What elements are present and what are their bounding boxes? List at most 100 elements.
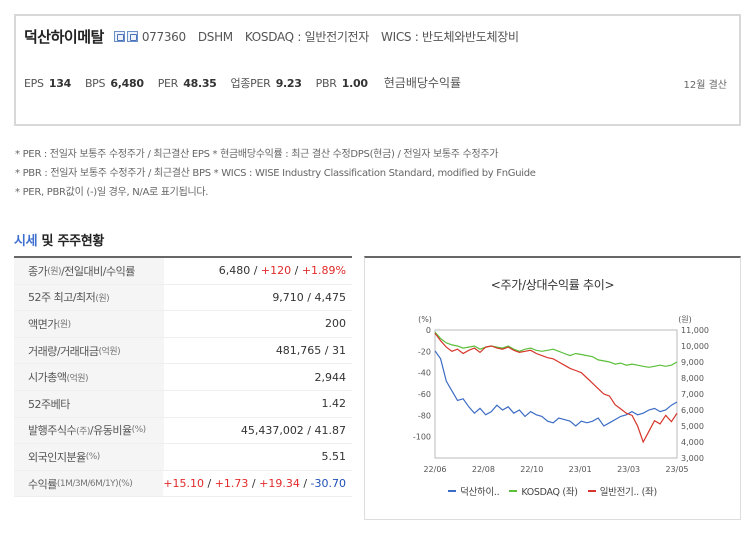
row-label-suffix: /유동비율 [89,424,132,438]
legend-item[interactable]: 덕산하이.. [448,484,500,498]
right-tick-label: 4,000 [681,438,704,447]
stat-eps: EPS 134 [24,77,71,90]
stat-value: 9.23 [275,77,302,90]
return-1y: -30.70 [310,477,346,491]
company-info-icon[interactable] [126,31,138,42]
market-industry: KOSDAQ : 일반전기전자 [244,30,370,44]
legend-item[interactable]: KOSDAQ (좌) [509,484,578,498]
stat-per: PER 48.35 [158,77,217,90]
row-header: 외국인지분율 (%) [14,444,164,470]
left-tick-label: -20 [418,347,431,356]
close-price: 6,480 / [218,264,261,278]
series-line [434,331,678,368]
section-title: 시세 및 주주현황 [14,230,104,249]
price-chart: (%) 0 -20 -40 -60 -80 -100 (원) 11,000 10,000 9,000… [413,315,709,474]
right-tick-label: 10,000 [681,342,709,351]
plot-frame [434,329,678,459]
footnotes: * PER : 전일자 보통주 수정주가 / 최근결산 EPS * 현금배당수익… [15,145,536,202]
row-label-suffix: /전일대비/수익률 [61,264,135,278]
table-row: 발행주식수 (주)/유동비율 (%) 45,437,002 / 41.87 [14,417,352,445]
stat-value: 1.00 [341,77,368,90]
legend-swatch [587,490,596,492]
footnote-line: * PER : 전일자 보통주 수정주가 / 최근결산 EPS * 현금배당수익… [15,149,499,160]
x-tick-label: 23/05 [665,465,688,474]
row-unit: (주) [76,426,90,437]
row-value: 1.42 [321,397,347,411]
separator: / [291,264,302,278]
row-unit: (%) [131,425,147,436]
right-tick-label: 11,000 [681,326,709,335]
stat-pbr: PBR 1.00 [316,77,368,90]
dividend-yield-label: 현금배당수익률 [383,76,462,90]
row-header: 52주 최고/최저 (원) [14,284,164,311]
right-tick-label: 6,000 [681,406,704,415]
table-row: 시가총액 (억원) 2,944 [14,364,352,391]
stock-code: 077360 [141,29,186,44]
footnote-line: * PER, PBR값이 (-)일 경우, N/A로 표기됩니다. [15,187,209,198]
table-row: 종가 (원)/전일대비/수익률 6,480 / +120 / +1.89% [14,258,352,285]
stat-label: BPS [84,77,106,90]
kosdaq-market-icon[interactable] [113,31,125,42]
row-label: 발행주식수 [28,424,77,438]
row-value: 5.51 [321,450,347,464]
x-tick-label: 22/06 [423,465,446,474]
stat-value: 6,480 [110,77,144,90]
series-line [434,332,678,444]
row-value: 2,944 [314,370,347,384]
row-unit: (억원) [98,347,121,358]
valuation-stats: EPS 134 BPS 6,480 PER 48.35 업종PER 9.23 P… [24,74,461,91]
table-row: 52주베타 1.42 [14,390,352,418]
row-value: 481,765 / 31 [275,344,346,358]
return-3m: +1.73 [214,477,249,491]
change-amount: +120 [260,264,292,278]
row-label: 종가 [28,264,48,278]
row-value: 45,437,002 / 41.87 [240,423,346,437]
row-label: 거래량/거래대금 [28,344,99,358]
stat-value: 134 [48,77,71,90]
right-tick-label: 9,000 [681,358,704,367]
row-value: 200 [325,317,346,331]
row-header: 시가총액 (억원) [14,364,164,390]
price-chart-panel: <주가/상대수익률 추이> (%) 0 -20 -40 -60 -80 -100 (원) 11,… [364,256,741,520]
x-tick-label: 23/03 [617,465,640,474]
settlement-month: 12월 결산 [683,80,727,91]
right-tick-label: 8,000 [681,374,704,383]
left-tick-label: 0 [426,326,431,335]
x-tick-label: 22/08 [472,465,495,474]
section-title-accent: 시세 [14,234,38,249]
row-label: 52주 최고/최저 [28,291,96,305]
stat-label: EPS [24,77,44,90]
row-unit: (%) [85,451,101,462]
row-label: 수익률 [28,477,57,491]
legend-label: KOSDAQ (좌) [521,487,578,498]
row-value: 9,710 / 4,475 [272,290,346,304]
chart-legend: 덕산하이.. KOSDAQ (좌) 일반전기.. (좌) [365,484,740,498]
left-tick-label: -100 [413,433,431,442]
market-data-table: 종가 (원)/전일대비/수익률 6,480 / +120 / +1.89% 52주… [14,256,352,498]
row-label: 액면가 [28,317,57,331]
table-row: 수익률 (1M/3M/6M/1Y)(%) +15.10 / +1.73 / +19… [14,470,352,498]
table-row: 거래량/거래대금 (억원) 481,765 / 31 [14,337,352,365]
stat-label: PBR [315,77,337,90]
return-6m: +19.34 [259,477,300,491]
company-name: 덕산하이메탈 [24,28,104,46]
x-tick-label: 22/10 [520,465,543,474]
row-header: 액면가 (원) [14,311,164,337]
row-unit: (원) [56,320,71,331]
legend-item[interactable]: 일반전기.. (좌) [587,484,657,498]
row-header: 발행주식수 (주)/유동비율 (%) [14,417,164,444]
row-header: 거래량/거래대금 (억원) [14,337,164,364]
table-row: 외국인지분율 (%) 5.51 [14,444,352,471]
right-tick-label: 7,000 [681,390,704,399]
company-title-row: 덕산하이메탈 077360 DSHM KOSDAQ : 일반전기전자 WICS … [24,26,519,47]
row-value: 6,480 / +120 / +1.89% [164,264,352,277]
row-header: 52주베타 [14,390,164,417]
legend-swatch [509,490,518,492]
row-unit: (1M/3M/6M/1Y)(%) [56,478,133,489]
chart-title: <주가/상대수익률 추이> [490,278,615,292]
row-label: 시가총액 [28,371,67,385]
footnote-line: * PBR : 전일자 보통주 수정주가 / 최근결산 BPS * WICS :… [15,168,536,179]
right-tick-label: 3,000 [681,454,704,463]
series-line [434,350,678,427]
stat-label: 업종PER [230,77,271,90]
